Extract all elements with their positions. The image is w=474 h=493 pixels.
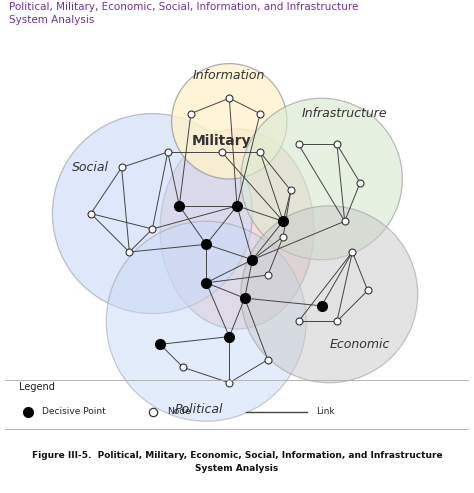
Text: Economic: Economic xyxy=(330,338,390,351)
Text: Political: Political xyxy=(174,403,223,416)
Text: Political, Military, Economic, Social, Information, and Infrastructure
System An: Political, Military, Economic, Social, I… xyxy=(9,2,359,26)
Text: Infrastructure: Infrastructure xyxy=(302,107,387,120)
Text: Link: Link xyxy=(316,407,335,416)
Text: Legend: Legend xyxy=(18,382,55,392)
Ellipse shape xyxy=(172,64,287,179)
Ellipse shape xyxy=(160,129,314,329)
Ellipse shape xyxy=(106,221,306,421)
Ellipse shape xyxy=(241,98,402,260)
Text: Decisive Point: Decisive Point xyxy=(42,407,106,416)
Text: Node: Node xyxy=(167,407,191,416)
Text: Social: Social xyxy=(73,161,109,174)
Ellipse shape xyxy=(53,113,252,314)
Ellipse shape xyxy=(241,206,418,383)
Text: Figure III-5.  Political, Military, Economic, Social, Information, and Infrastru: Figure III-5. Political, Military, Econo… xyxy=(32,452,442,473)
Text: Military: Military xyxy=(192,134,251,147)
Text: Information: Information xyxy=(193,69,265,82)
